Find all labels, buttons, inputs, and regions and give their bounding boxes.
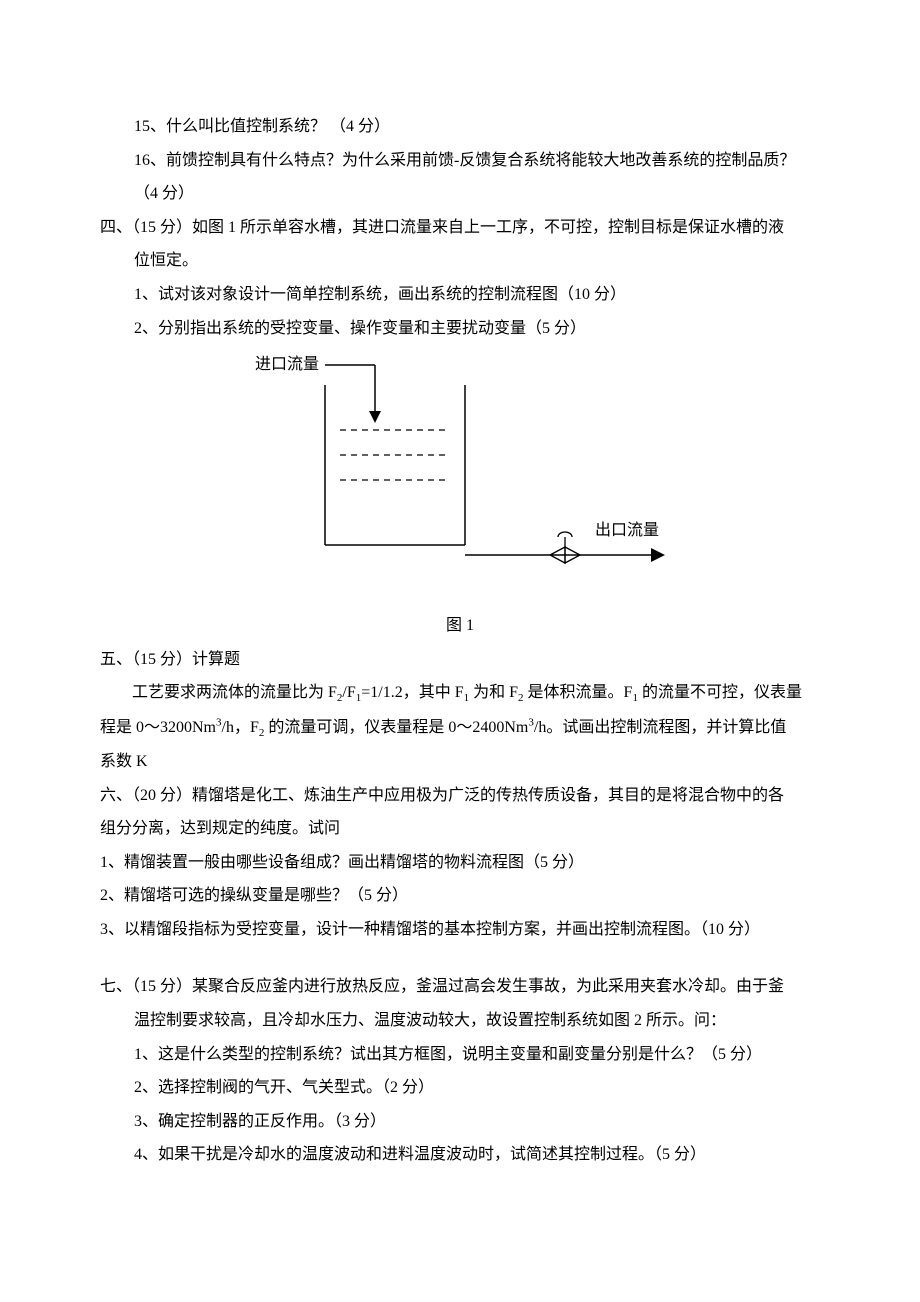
question-6-sub3: 3、以精馏段指标为受控变量，设计一种精馏塔的基本控制方案，并画出控制流程图。（1… (100, 913, 820, 947)
question-6-head-line2: 组分分离，达到规定的纯度。试问 (100, 812, 820, 846)
question-7-sub2: 2、选择控制阀的气开、气关型式。（2 分） (100, 1071, 820, 1105)
question-7-sub4: 4、如果干扰是冷却水的温度波动和进料温度波动时，试简述其控制过程。（5 分） (100, 1138, 820, 1172)
question-6-head-line1: 六、（20 分）精馏塔是化工、炼油生产中应用极为广泛的传热传质设备，其目的是将混… (100, 779, 820, 813)
q5p1c: =1/1.2，其中 F (361, 684, 463, 701)
q5p1a: 工艺要求两流体的流量比为 F (132, 684, 337, 701)
question-5-para3: 系数 K (100, 745, 820, 779)
question-5-para1: 工艺要求两流体的流量比为 F2/F1=1/1.2，其中 F1 为和 F2 是体积… (100, 676, 820, 710)
question-16-line2: （4 分） (100, 177, 820, 211)
question-7-sub1: 1、这是什么类型的控制系统？试出其方框图，说明主变量和副变量分别是什么？（5 分… (100, 1038, 820, 1072)
q5p1f: 的流量不可控，仪表量 (638, 684, 802, 701)
control-valve-icon (550, 532, 580, 563)
question-7-head-line2: 温控制要求较高，且冷却水压力、温度波动较大，故设置控制系统如图 2 所示。问： (100, 1004, 820, 1038)
question-16-line1: 16、前馈控制具有什么特点？为什么采用前馈-反馈复合系统将能较大地改善系统的控制… (100, 144, 820, 178)
question-4-sub2: 2、分别指出系统的受控变量、操作变量和主要扰动变量（5 分） (100, 312, 820, 346)
figure-1-tank-diagram: 进口流量 出口流量 (245, 355, 675, 605)
question-15: 15、什么叫比值控制系统？ （4 分） (100, 110, 820, 144)
question-4-head-line2: 位恒定。 (100, 244, 820, 278)
question-6-sub1: 1、精馏装置一般由哪些设备组成？画出精馏塔的物料流程图（5 分） (100, 846, 820, 880)
outlet-flow-label: 出口流量 (595, 521, 659, 539)
q5p2a: 程是 0～3200Nm (100, 719, 216, 736)
inlet-flow-label: 进口流量 (255, 355, 319, 373)
question-7-head-line1: 七、（15 分）某聚合反应釜内进行放热反应，釜温过高会发生事故，为此采用夹套水冷… (100, 970, 820, 1004)
q5p1d: 为和 F (469, 684, 518, 701)
question-7-sub3: 3、确定控制器的正反作用。（3 分） (100, 1105, 820, 1139)
inlet-arrow-head (369, 411, 381, 423)
question-4-sub1: 1、试对该对象设计一简单控制系统，画出系统的控制流程图（10 分） (100, 278, 820, 312)
question-5-head: 五、（15 分）计算题 (100, 643, 820, 677)
figure-1-caption: 图 1 (100, 609, 820, 643)
q5p1b: /F (342, 684, 355, 701)
question-6-sub2: 2、精馏塔可选的操纵变量是哪些？（5 分） (100, 879, 820, 913)
q5p2d: /h。试画出控制流程图，并计算比值 (534, 719, 786, 736)
q5p1e: 是体积流量。F (524, 684, 633, 701)
q5p2b: /h，F (222, 719, 259, 736)
q5p2c: 的流量可调，仪表量程是 0～2400Nm (264, 719, 528, 736)
exam-page: 15、什么叫比值控制系统？ （4 分） 16、前馈控制具有什么特点？为什么采用前… (0, 0, 920, 1302)
outlet-arrow-head (651, 548, 665, 562)
question-5-para2: 程是 0～3200Nm3/h，F2 的流量可调，仪表量程是 0～2400Nm3/… (100, 711, 820, 745)
question-4-head-line1: 四、（15 分）如图 1 所示单容水槽，其进口流量来自上一工序，不可控，控制目标… (100, 211, 820, 245)
